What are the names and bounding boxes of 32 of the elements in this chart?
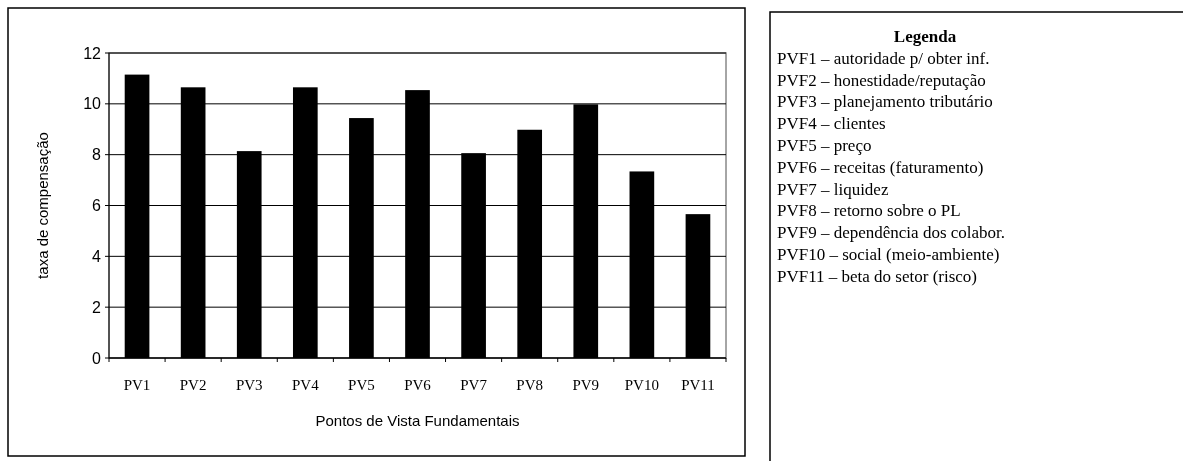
text: PVF8 – retorno sobre o PL <box>777 201 961 221</box>
y-tick-label: 0 <box>92 349 102 367</box>
x-tick-label: PV8 <box>516 377 544 393</box>
x-tick-label: PV2 <box>179 377 207 393</box>
x-axis-title: Pontos de Vista Fundamentais <box>315 412 520 429</box>
x-tick-label: PV7 <box>460 377 488 393</box>
y-tick-label: 4 <box>92 247 102 265</box>
x-tick-label: PV1 <box>123 377 151 393</box>
x-tick-label: PV10 <box>624 377 659 393</box>
text: PVF3 – planejamento tributário <box>777 92 993 112</box>
y-tick-label: 6 <box>92 197 102 215</box>
y-tick-label: 2 <box>92 298 102 316</box>
x-tick-label: PV11 <box>681 377 715 393</box>
text: PVF1 – autoridade p/ obter inf. <box>777 48 990 68</box>
text: PVF6 – receitas (faturamento) <box>777 157 984 177</box>
y-axis-title: taxa de compensação <box>34 132 51 279</box>
x-tick-label: PV9 <box>572 377 600 393</box>
x-tick-label: PV6 <box>404 377 432 393</box>
x-tick-label: PV4 <box>291 377 320 393</box>
x-tick-label: PV3 <box>235 377 263 393</box>
x-tick-label: PV5 <box>348 377 375 393</box>
text: PVF9 – dependência dos colabor. <box>777 223 1006 243</box>
y-tick-label: 12 <box>83 44 102 62</box>
text: PVF4 – clientes <box>777 114 886 134</box>
text: PVF2 – honestidade/reputação <box>777 70 986 90</box>
text: PVF10 – social (meio-ambiente) <box>777 245 1000 264</box>
text: PVF11 – beta do setor (risco) <box>777 266 978 286</box>
y-tick-label: 8 <box>92 146 102 164</box>
text: PVF7 – liquidez <box>777 179 889 199</box>
text: Legenda <box>893 27 957 46</box>
text: PVF5 – preço <box>777 136 872 155</box>
y-tick-label: 10 <box>83 95 102 113</box>
